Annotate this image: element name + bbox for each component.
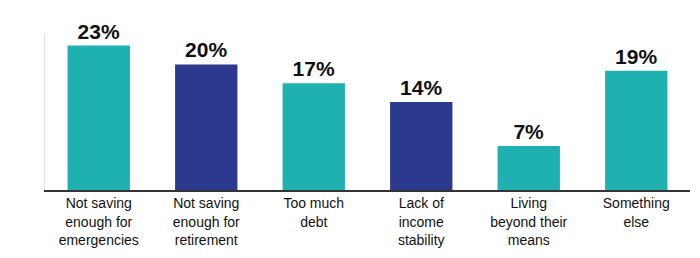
svg-text:Lack ofincomestability: Lack ofincomestability [398,195,445,247]
svg-text:14%: 14% [400,76,442,99]
svg-text:Somethingelse: Somethingelse [603,195,670,229]
svg-text:Not savingenough forretirement: Not savingenough forretirement [173,195,240,247]
svg-text:7%: 7% [513,120,544,143]
svg-text:17%: 17% [293,57,335,80]
svg-text:Livingbeyond theirmeans: Livingbeyond theirmeans [490,195,567,247]
svg-text:Too muchdebt: Too muchdebt [283,195,344,229]
svg-text:19%: 19% [615,45,657,68]
svg-text:Not savingenough foremergencie: Not savingenough foremergencies [59,195,139,247]
svg-text:23%: 23% [78,20,120,43]
svg-text:20%: 20% [185,38,227,61]
